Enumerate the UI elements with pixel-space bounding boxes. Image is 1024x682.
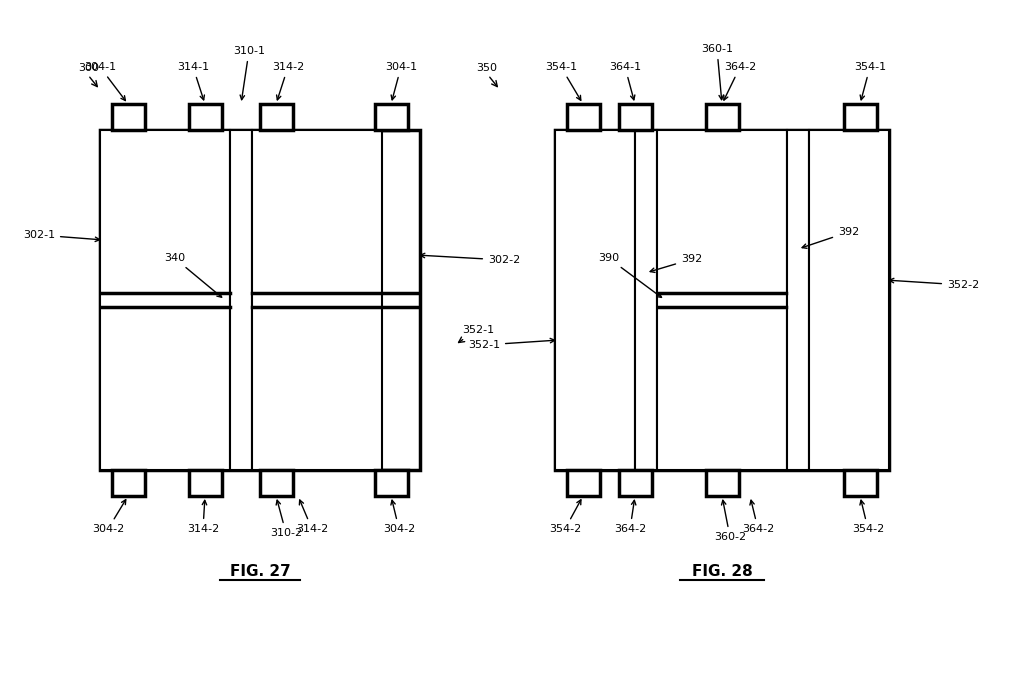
Text: 354-1: 354-1 [854,62,886,100]
Bar [260,470,293,496]
Bar [618,104,652,130]
Bar [787,130,809,470]
Text: 302-1: 302-1 [23,230,99,241]
Bar [230,130,252,470]
Text: 354-2: 354-2 [852,500,884,534]
Bar [112,470,145,496]
Text: 360-2: 360-2 [714,501,746,542]
Bar [100,130,230,470]
Bar [260,104,293,130]
Text: 392: 392 [802,227,859,248]
Bar [567,104,600,130]
Bar [555,130,635,470]
Text: 364-1: 364-1 [609,62,641,100]
Bar [252,130,382,470]
Text: 304-2: 304-2 [383,500,415,534]
Text: 314-1: 314-1 [177,62,209,100]
Bar [567,470,600,496]
Text: 304-1: 304-1 [84,62,125,100]
Bar [189,104,222,130]
Text: 352-1: 352-1 [462,325,495,335]
Text: 352-1: 352-1 [468,338,555,350]
Text: 392: 392 [650,254,702,272]
Bar [375,104,408,130]
Text: 364-2: 364-2 [613,501,646,534]
Bar [375,470,408,496]
Text: 300: 300 [78,63,99,73]
Text: 364-2: 364-2 [741,500,774,534]
Text: 350: 350 [476,63,497,73]
Text: 314-2: 314-2 [296,500,328,534]
Text: 310-1: 310-1 [233,46,265,100]
Text: FIG. 28: FIG. 28 [691,564,753,579]
Text: 390: 390 [598,253,662,297]
Text: 314-2: 314-2 [186,501,219,534]
Bar [844,104,877,130]
Text: 302-2: 302-2 [420,253,520,265]
Text: 314-2: 314-2 [272,62,304,100]
Text: 352-2: 352-2 [889,278,979,290]
Text: 354-2: 354-2 [549,500,582,534]
Bar [844,470,877,496]
Text: 354-1: 354-1 [545,62,581,100]
Bar [706,470,739,496]
Text: 310-2: 310-2 [270,500,302,538]
Bar [635,130,657,470]
Bar [189,470,222,496]
Text: FIG. 27: FIG. 27 [229,564,291,579]
Bar [112,104,145,130]
Bar [809,130,889,470]
Text: 340: 340 [164,253,221,297]
Text: 360-1: 360-1 [701,44,733,100]
Bar [618,470,652,496]
Text: 304-1: 304-1 [385,62,417,100]
Bar [657,130,787,470]
Bar [100,130,420,470]
Text: 364-2: 364-2 [724,62,756,100]
Bar [555,130,889,470]
Text: 304-2: 304-2 [92,500,126,534]
Bar [706,104,739,130]
